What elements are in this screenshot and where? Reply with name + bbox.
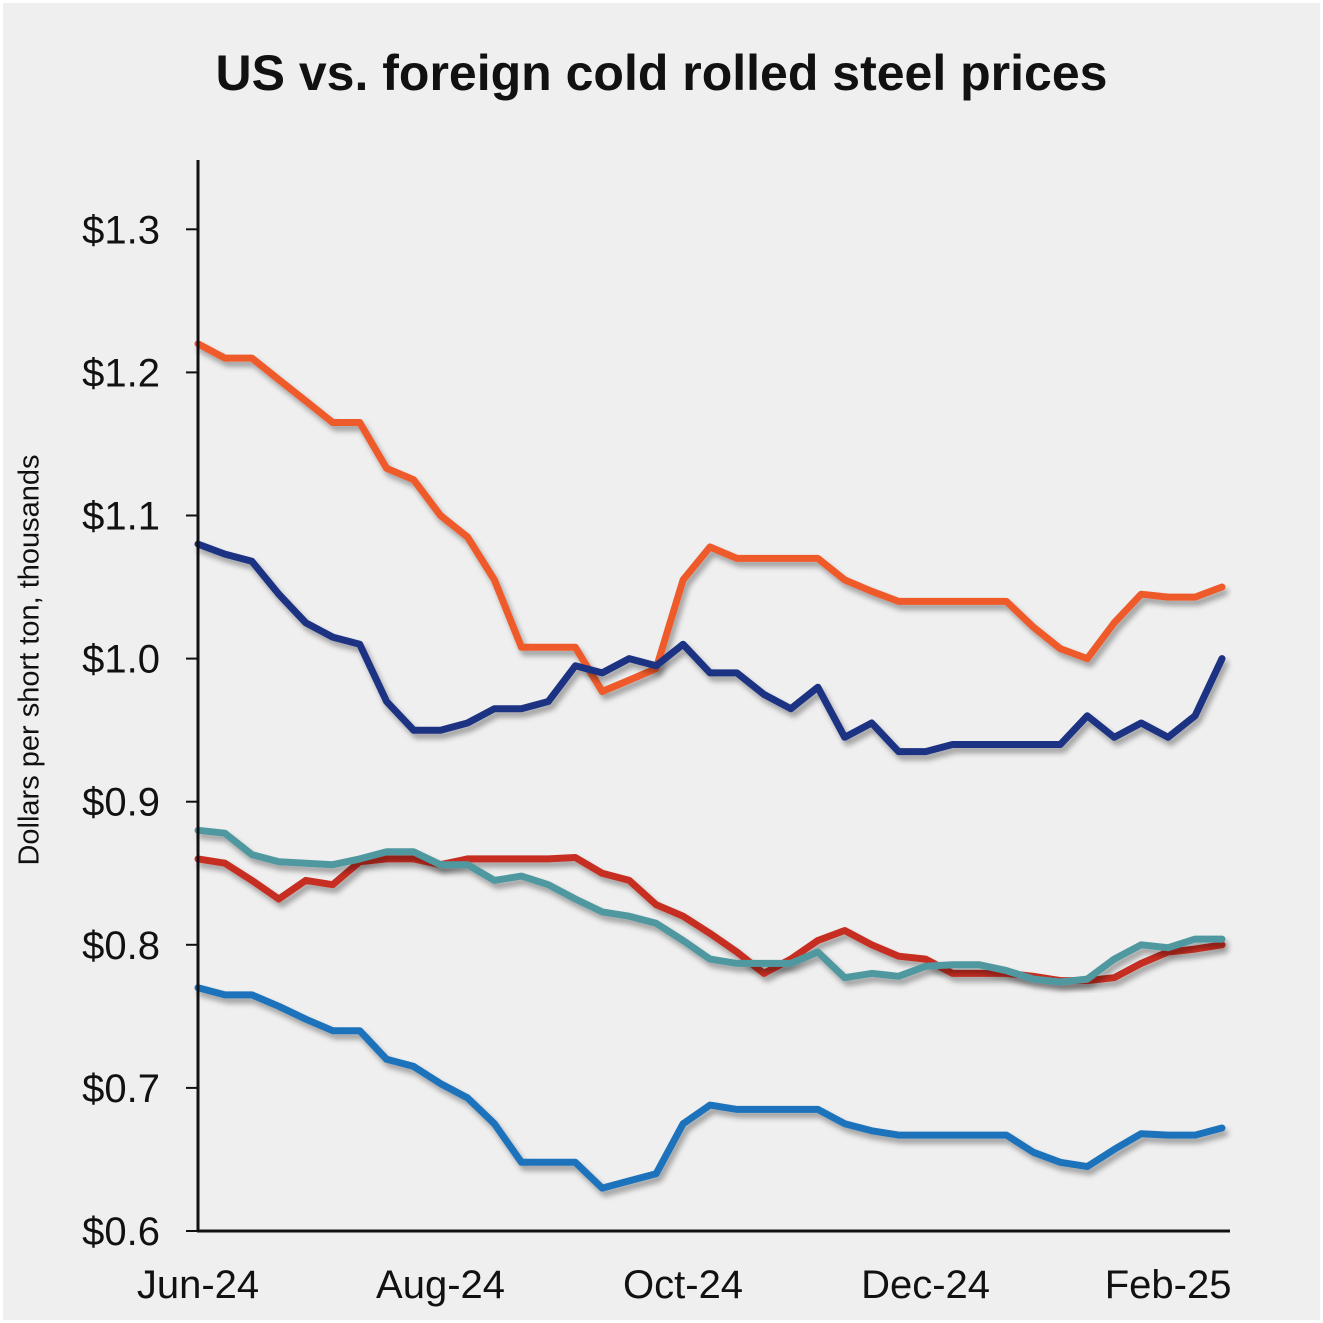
series-line-2 — [194, 540, 1226, 756]
series-line-4 — [194, 826, 1226, 986]
x-tick-layer: Jun-24 Aug-24 Oct-24 Dec-24 Feb-25 — [137, 1263, 1232, 1307]
x-tick-label: Feb-25 — [1105, 1263, 1232, 1307]
x-tick-label: Dec-24 — [861, 1263, 990, 1307]
y-tick-label: $0.8 — [82, 924, 160, 968]
x-tick-label: Jun-24 — [137, 1263, 259, 1307]
series-line-1 — [194, 340, 1226, 695]
y-tick-label: $1.3 — [82, 208, 160, 252]
y-tick-label: $0.9 — [82, 781, 160, 825]
y-tick-label: $1.0 — [82, 638, 160, 682]
y-tick-label: $0.7 — [82, 1067, 160, 1111]
y-tick-layer: $0.6 $0.7 $0.8 $0.9 $1.0 $1.1 $1.2 $1.3 — [82, 208, 198, 1254]
y-tick-label: $1.1 — [82, 495, 160, 539]
chart-title: US vs. foreign cold rolled steel prices — [215, 45, 1108, 101]
x-tick-label: Aug-24 — [376, 1263, 505, 1307]
y-tick-label: $1.2 — [82, 351, 160, 395]
x-tick-label: Oct-24 — [623, 1263, 743, 1307]
series-line-5 — [194, 984, 1226, 1192]
y-tick-label: $0.6 — [82, 1210, 160, 1254]
series-layer — [194, 340, 1226, 1192]
